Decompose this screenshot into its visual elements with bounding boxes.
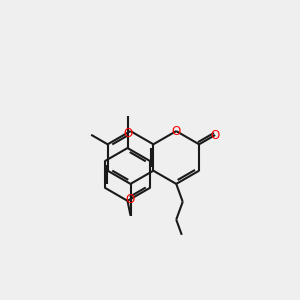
Text: O: O — [172, 124, 181, 138]
Text: O: O — [211, 129, 220, 142]
Text: O: O — [123, 127, 132, 140]
Text: O: O — [126, 193, 135, 206]
